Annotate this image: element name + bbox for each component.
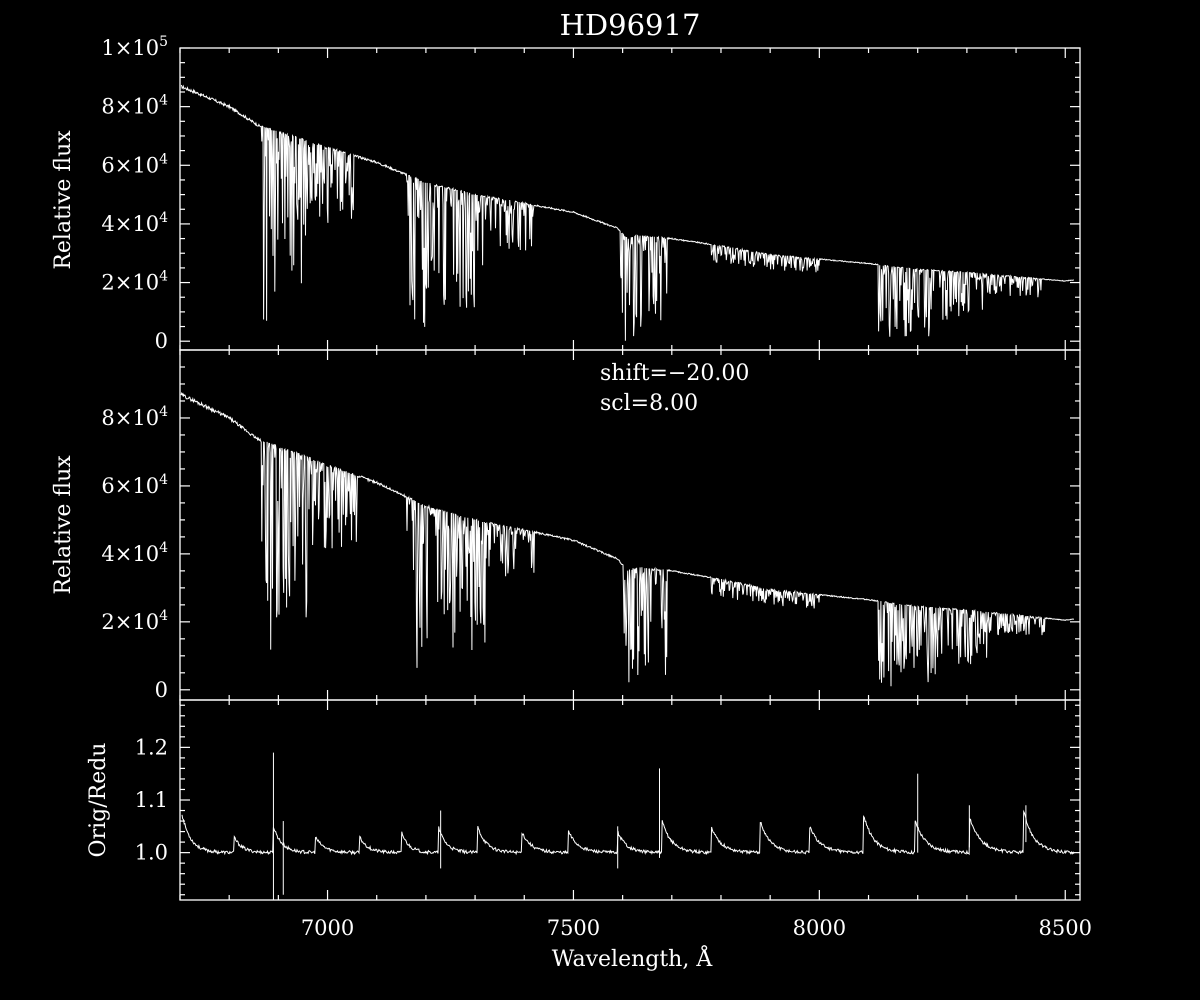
- x-tick-label: 8000: [793, 916, 846, 940]
- ratio-panel-ylabel: Orig/Redu: [86, 743, 111, 858]
- middle-spectrum-line: [180, 391, 1075, 687]
- x-axis-label: Wavelength, Å: [552, 944, 714, 972]
- y-tick-label: 1.1: [135, 788, 168, 812]
- middle-panel-ylabel: Relative flux: [51, 455, 76, 595]
- middle-flux-panel: Relative flux shift=−20.00 scl=8.00 8×10…: [51, 349, 1081, 702]
- y-tick-label: 0: [155, 678, 168, 702]
- top-panel-ylabel: Relative flux: [51, 130, 76, 270]
- ratio-panel-frame: [179, 699, 1081, 901]
- y-tick-label: 0: [155, 329, 168, 353]
- y-tick-label: 1.2: [135, 735, 168, 759]
- y-tick-label: 8×104: [101, 404, 168, 430]
- scale-annotation: scl=8.00: [600, 391, 698, 416]
- y-tick-label: 6×104: [101, 151, 168, 177]
- y-tick-label: 2×104: [101, 608, 168, 634]
- top-spectrum-line: [180, 84, 1074, 341]
- shift-annotation: shift=−20.00: [600, 361, 749, 386]
- ratio-line: [181, 809, 1075, 856]
- chart-title: HD96917: [560, 8, 701, 42]
- ratio-panel: Orig/Redu Wavelength, Å 1.2 1.1 1.0 7000 750…: [86, 699, 1092, 972]
- x-tick-label: 8500: [1039, 916, 1092, 940]
- y-tick-label: 4×104: [101, 540, 168, 566]
- y-tick-label: 1.0: [135, 841, 168, 865]
- y-tick-label: 8×104: [101, 93, 168, 119]
- x-tick-label: 7500: [547, 916, 600, 940]
- x-tick-label: 7000: [301, 916, 354, 940]
- y-tick-label: 1×105: [101, 34, 168, 60]
- y-tick-label: 6×104: [101, 472, 168, 498]
- y-tick-label: 2×104: [101, 269, 168, 295]
- y-tick-label: 4×104: [101, 210, 168, 236]
- top-flux-panel: Relative flux 1×105 8×104 6×104 4×104 2×104 0: [51, 34, 1081, 353]
